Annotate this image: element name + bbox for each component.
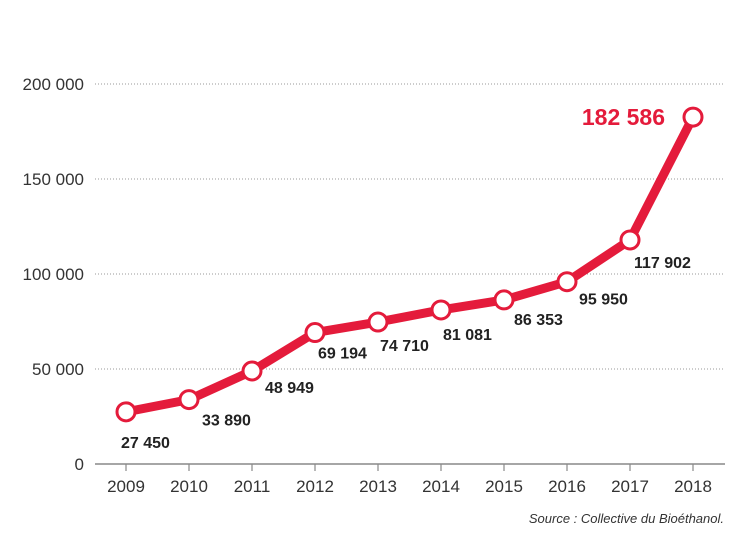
data-label-2011: 48 949 (265, 380, 314, 397)
x-tick-label: 2009 (107, 477, 145, 496)
y-tick-label: 50 000 (32, 360, 84, 379)
series-line (121, 112, 698, 417)
data-point-2012 (304, 322, 326, 344)
x-tick-label: 2016 (548, 477, 586, 496)
y-tick-label: 100 000 (23, 265, 84, 284)
x-axis-ticks: 2009 2010 2011 2012 2013 2014 2015 2016 2017 2018 (107, 464, 712, 496)
x-tick-label: 2017 (611, 477, 649, 496)
y-tick-label: 200 000 (23, 75, 84, 94)
data-point-2018 (682, 106, 704, 128)
data-label-2017: 117 902 (634, 255, 691, 272)
data-label-2009: 27 450 (121, 435, 170, 452)
data-label-2012: 69 194 (318, 346, 367, 363)
gridlines (95, 83, 725, 370)
y-tick-label: 0 (75, 455, 84, 474)
data-point-2015 (493, 289, 515, 311)
source-note: Source : Collective du Bioéthanol. (529, 511, 724, 526)
data-point-2013 (367, 311, 389, 333)
x-tick-label: 2012 (296, 477, 334, 496)
data-label-2014: 81 081 (443, 327, 492, 344)
data-point-2011 (241, 360, 263, 382)
data-point-2017 (619, 229, 641, 251)
x-tick-label: 2015 (485, 477, 523, 496)
data-point-2016 (556, 271, 578, 293)
x-tick-label: 2010 (170, 477, 208, 496)
y-axis-ticks: 0 50 000 100 000 150 000 200 000 (23, 75, 84, 474)
series-line-group (115, 106, 704, 423)
data-label-2013: 74 710 (380, 338, 429, 355)
data-label-2010: 33 890 (202, 413, 251, 430)
data-point-2010 (178, 389, 200, 411)
data-label-2015: 86 353 (514, 312, 563, 329)
x-tick-label: 2014 (422, 477, 460, 496)
x-tick-label: 2011 (234, 477, 271, 496)
data-label-2018: 182 586 (582, 104, 665, 130)
data-label-2016: 95 950 (579, 292, 628, 309)
x-tick-label: 2013 (359, 477, 397, 496)
x-tick-label: 2018 (674, 477, 712, 496)
data-point-2014 (430, 299, 452, 321)
y-tick-label: 150 000 (23, 170, 84, 189)
data-point-2009 (115, 401, 137, 423)
